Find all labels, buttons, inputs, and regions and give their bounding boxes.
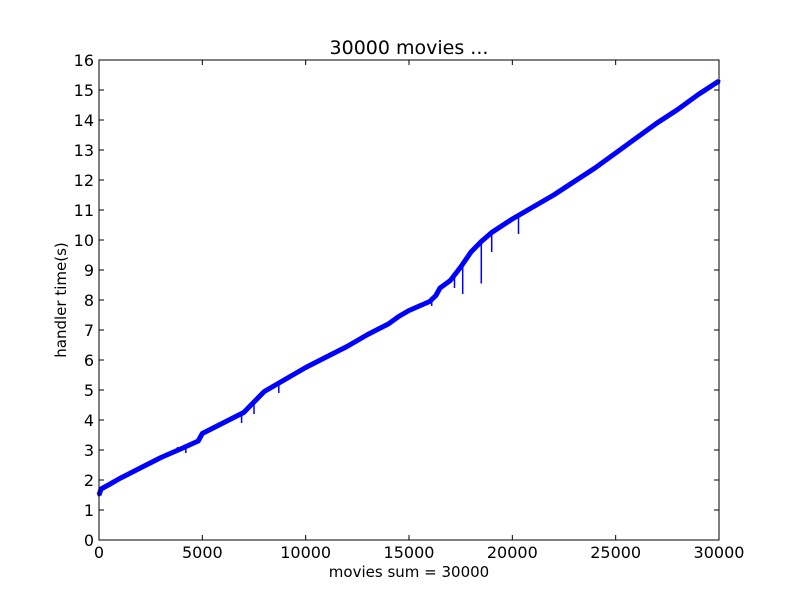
data-point (196, 439, 200, 443)
data-point (283, 378, 287, 381)
data-point (448, 279, 452, 282)
x-tick-label: 5000 (182, 543, 223, 562)
y-tick-label: 11 (74, 201, 94, 220)
data-point (242, 411, 246, 414)
data-point (200, 432, 204, 435)
data-point (614, 151, 618, 155)
x-tick-label: 30000 (694, 543, 745, 562)
data-point (634, 136, 638, 140)
data-point (696, 93, 700, 96)
data-point (459, 265, 463, 269)
data-point (159, 456, 163, 459)
x-tick-label: 15000 (384, 543, 435, 562)
y-tick-label: 15 (74, 81, 94, 100)
data-point (510, 217, 514, 221)
y-tick-label: 2 (84, 471, 94, 490)
data-point (138, 466, 142, 470)
y-tick-label: 10 (74, 231, 94, 250)
y-tick-label: 5 (84, 381, 94, 400)
x-tick-label: 10000 (280, 543, 331, 562)
chart-title: 30000 movies ... (330, 37, 489, 59)
y-tick-label: 16 (74, 51, 94, 70)
data-point (262, 390, 266, 393)
y-tick-label: 13 (74, 141, 94, 160)
x-tick-label: 0 (94, 543, 104, 562)
y-tick-label: 9 (84, 261, 94, 280)
y-tick-label: 14 (74, 111, 94, 130)
data-point (469, 250, 473, 254)
data-point (366, 333, 370, 336)
data-point (99, 487, 103, 491)
data-point (676, 108, 680, 111)
ticks-layer: 0 5000 10000 15000 20000 25000 300000123456789… (74, 51, 745, 562)
y-tick-label: 4 (84, 411, 94, 430)
data-point (434, 294, 438, 297)
data-point (531, 205, 535, 209)
data-point (118, 477, 122, 480)
y-tick-label: 3 (84, 441, 94, 460)
x-tick-label: 25000 (590, 543, 641, 562)
series-line-0 (96, 78, 721, 496)
data-point (407, 309, 411, 312)
data-point (438, 286, 442, 290)
data-point (221, 421, 225, 425)
data-point (572, 180, 576, 183)
x-axis-label: movies sum = 30000 (329, 563, 489, 581)
data-point (324, 355, 328, 359)
data-point (428, 300, 432, 303)
y-tick-label: 12 (74, 171, 94, 190)
y-tick-label: 1 (84, 501, 94, 520)
data-point (552, 193, 556, 197)
plot-frame (98, 59, 720, 541)
data-point (386, 322, 390, 326)
series-layer (96, 78, 721, 497)
x-tick-label: 20000 (487, 543, 538, 562)
y-tick-label: 6 (84, 351, 94, 370)
plot-background (99, 60, 719, 540)
y-tick-label: 7 (84, 321, 94, 340)
data-point (397, 315, 401, 318)
data-point (345, 345, 349, 348)
data-point (180, 447, 184, 450)
data-point (593, 166, 597, 170)
y-tick-label: 0 (84, 531, 94, 550)
y-axis-label: handler time(s) (52, 242, 70, 357)
data-point (655, 121, 659, 125)
data-point (107, 483, 111, 486)
data-point (304, 366, 308, 369)
y-tick-label: 8 (84, 291, 94, 310)
